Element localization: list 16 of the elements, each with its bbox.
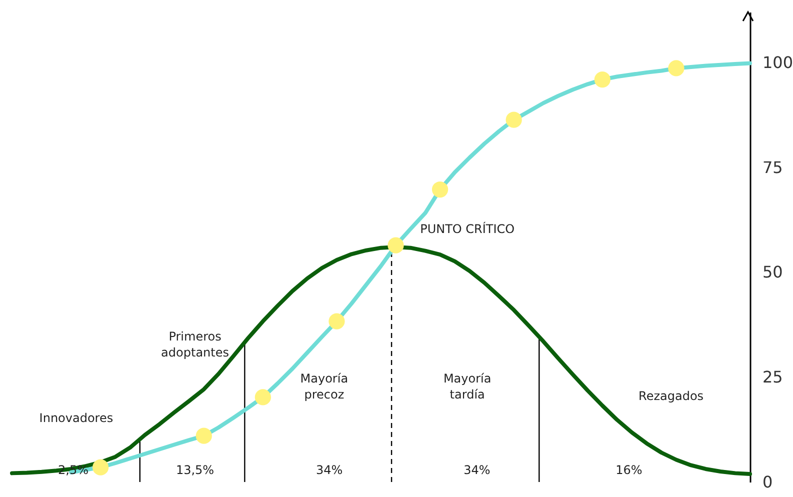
- annotation: 2,5%: [58, 462, 89, 477]
- annotation: PUNTO CRÍTICO: [420, 221, 515, 236]
- y-tick-label: 75: [762, 158, 783, 177]
- annotation: Primeros adoptantes: [161, 330, 229, 360]
- y-tick-label: 100: [762, 52, 793, 72]
- annotation: Innovadores: [39, 410, 114, 425]
- annotation: 34%: [316, 462, 343, 477]
- y-tick-label: 50: [762, 262, 783, 282]
- annotation: Rezagados: [638, 389, 704, 404]
- annotation: Mayoría tardía: [443, 371, 492, 402]
- annotation: 34%: [464, 462, 490, 477]
- y-tick-label: 25: [762, 368, 783, 387]
- y-tick-label: 0: [762, 472, 773, 492]
- annotation: 13,5%: [176, 462, 214, 477]
- annotation: Mayoría precoz: [300, 371, 348, 402]
- annotation: 16%: [616, 462, 642, 477]
